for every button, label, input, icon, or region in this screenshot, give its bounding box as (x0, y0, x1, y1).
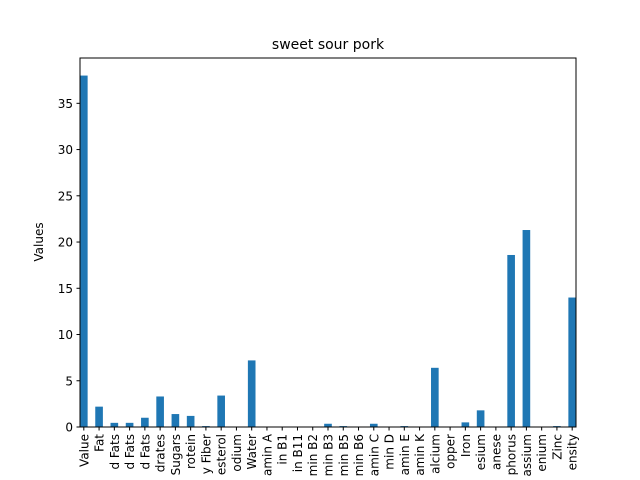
x-tick-label: assium (520, 434, 534, 477)
chart-title: sweet sour pork (272, 37, 385, 53)
x-tick-label: in B1 (276, 434, 290, 465)
x-tick-label: Sugars (169, 434, 183, 475)
bar (522, 230, 531, 427)
y-tick-label: 35 (58, 97, 73, 111)
x-tick-label: Iron (459, 434, 473, 457)
bar (171, 414, 180, 427)
x-tick-label: alcium (428, 434, 442, 474)
y-axis-label: Values (32, 222, 46, 261)
bar (141, 417, 149, 427)
x-tick-label: amin K (413, 433, 427, 476)
bar (95, 406, 103, 427)
bar (369, 423, 378, 427)
y-tick-label: 10 (58, 328, 73, 342)
x-tick-label: min B6 (352, 434, 366, 476)
x-tick-label: min D (383, 434, 397, 470)
x-tick-label: Value (77, 434, 91, 467)
x-tick-label: Fat (93, 434, 107, 452)
x-tick-label: ensity (566, 434, 580, 470)
x-tick-label: d Fats (108, 434, 122, 470)
x-tick-label: rotein (184, 434, 198, 469)
bar (186, 415, 195, 427)
bar (476, 410, 485, 427)
bar (110, 422, 119, 427)
x-tick-label: odium (230, 434, 244, 472)
plot-area-frame (79, 57, 577, 428)
y-tick-label: 25 (58, 189, 73, 203)
bar (507, 254, 515, 427)
x-tick-label: min B3 (322, 434, 336, 476)
x-tick-label: anese (489, 434, 503, 470)
bar (156, 396, 164, 427)
bar (324, 423, 332, 427)
x-tick-label: opper (444, 434, 458, 469)
x-tick-label: y Fiber (199, 434, 213, 474)
x-tick-label: esterol (215, 434, 229, 475)
x-tick-label: amin C (367, 434, 381, 476)
bars-group (80, 75, 576, 427)
x-tick-label: Zinc (550, 434, 564, 460)
x-tick-label: d Fats (138, 434, 152, 470)
x-tick-label: min B5 (337, 434, 351, 476)
x-axis: Value Fat d Fats d Fats d Fats drates Sugars ro… (77, 427, 580, 477)
x-tick-label: d Fats (123, 434, 137, 470)
x-tick-label: phorus (505, 434, 519, 475)
x-tick-label: drates (154, 434, 168, 472)
bar (217, 395, 225, 427)
x-tick-label: min B2 (306, 434, 320, 476)
y-tick-label: 5 (65, 374, 73, 388)
y-tick-label: 15 (58, 282, 73, 296)
y-tick-label: 20 (58, 236, 73, 250)
bar (80, 75, 88, 427)
y-axis: 0 5 10 15 20 25 30 35 (58, 97, 80, 435)
bar (125, 422, 134, 427)
y-tick-label: 30 (58, 143, 73, 157)
bar (568, 297, 576, 427)
x-tick-label: Water (245, 434, 259, 470)
y-tick-label: 0 (65, 421, 73, 435)
x-tick-label: amin A (260, 433, 274, 476)
x-tick-label: enium (535, 434, 549, 472)
bar (431, 367, 439, 427)
bar (247, 360, 256, 427)
x-tick-label: in B11 (291, 434, 305, 472)
bar (461, 422, 470, 427)
x-tick-label: amin E (398, 434, 412, 475)
x-tick-label: esium (474, 434, 488, 470)
